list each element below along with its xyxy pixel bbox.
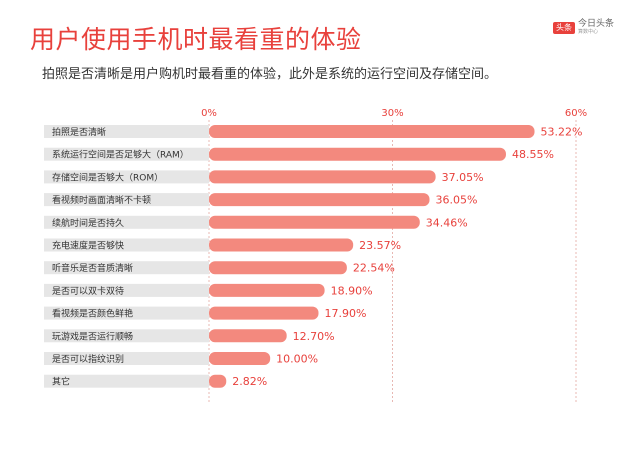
data-label: 34.46% (426, 216, 468, 229)
category-label: 是否可以指纹识别 (52, 353, 124, 365)
bar (209, 238, 354, 252)
logo-badge: 头条 (553, 21, 575, 34)
logo-main-text: 今日头条 (578, 19, 615, 29)
logo-sub-text: 算数中心 (578, 29, 599, 35)
category-label: 充电速度是否够快 (52, 240, 124, 252)
x-tick-label: 0% (201, 108, 217, 119)
data-label: 12.70% (293, 330, 335, 343)
bar (209, 352, 271, 365)
data-label: 23.57% (359, 239, 401, 252)
data-label: 10.00% (276, 353, 318, 366)
data-label: 17.90% (324, 307, 366, 320)
bar (209, 261, 347, 275)
x-tick-label: 60% (565, 108, 587, 119)
category-label: 看视频时画面清晰不卡顿 (52, 194, 151, 206)
category-label-bg (44, 306, 209, 320)
page-title: 用户使用手机时最看重的体验 (30, 25, 362, 54)
bar (209, 125, 535, 138)
data-label: 18.90% (331, 284, 373, 297)
bar (209, 170, 436, 184)
category-label-bg (44, 261, 209, 275)
toutiao-logo: 头条 今日头条 算数中心 (553, 19, 614, 36)
category-label-bg (44, 125, 209, 138)
category-label-bg (44, 329, 209, 343)
category-label-bg (44, 147, 209, 161)
category-label: 续航时间是否持久 (52, 217, 124, 229)
category-label: 系统运行空间是否足够大（RAM） (52, 149, 189, 161)
category-label-bg (44, 352, 209, 365)
data-label: 2.82% (232, 375, 267, 388)
category-label-bg (44, 170, 209, 184)
category-label: 玩游戏是否运行顺畅 (52, 330, 133, 342)
bar (209, 374, 227, 388)
category-label: 其它 (52, 376, 70, 388)
bar (209, 306, 319, 320)
bar (209, 147, 506, 161)
category-label-bg (44, 374, 209, 388)
data-label: 36.05% (436, 194, 478, 207)
bar (209, 193, 430, 207)
bar (209, 329, 287, 343)
category-label: 听音乐是否音质清晰 (52, 262, 133, 274)
category-label: 拍照是否清晰 (52, 126, 106, 138)
category-label-bg (44, 238, 209, 252)
data-label: 22.54% (353, 262, 395, 275)
x-tick-label: 30% (381, 108, 403, 119)
category-label: 存储空间是否够大（ROM） (52, 171, 163, 183)
page-subtitle: 拍照是否清晰是用户购机时最看重的体验，此外是系统的运行空间及存储空间。 (42, 67, 498, 82)
bar (209, 283, 325, 297)
data-label: 53.22% (541, 126, 583, 139)
category-label-bg (44, 193, 209, 207)
bar (209, 215, 420, 229)
category-label-bg (44, 283, 209, 297)
category-label: 看视频是否颜色鲜艳 (52, 308, 133, 320)
data-label: 48.55% (512, 148, 554, 161)
category-label-bg (44, 215, 209, 229)
category-label: 是否可以双卡双待 (52, 285, 124, 297)
data-label: 37.05% (442, 171, 484, 184)
